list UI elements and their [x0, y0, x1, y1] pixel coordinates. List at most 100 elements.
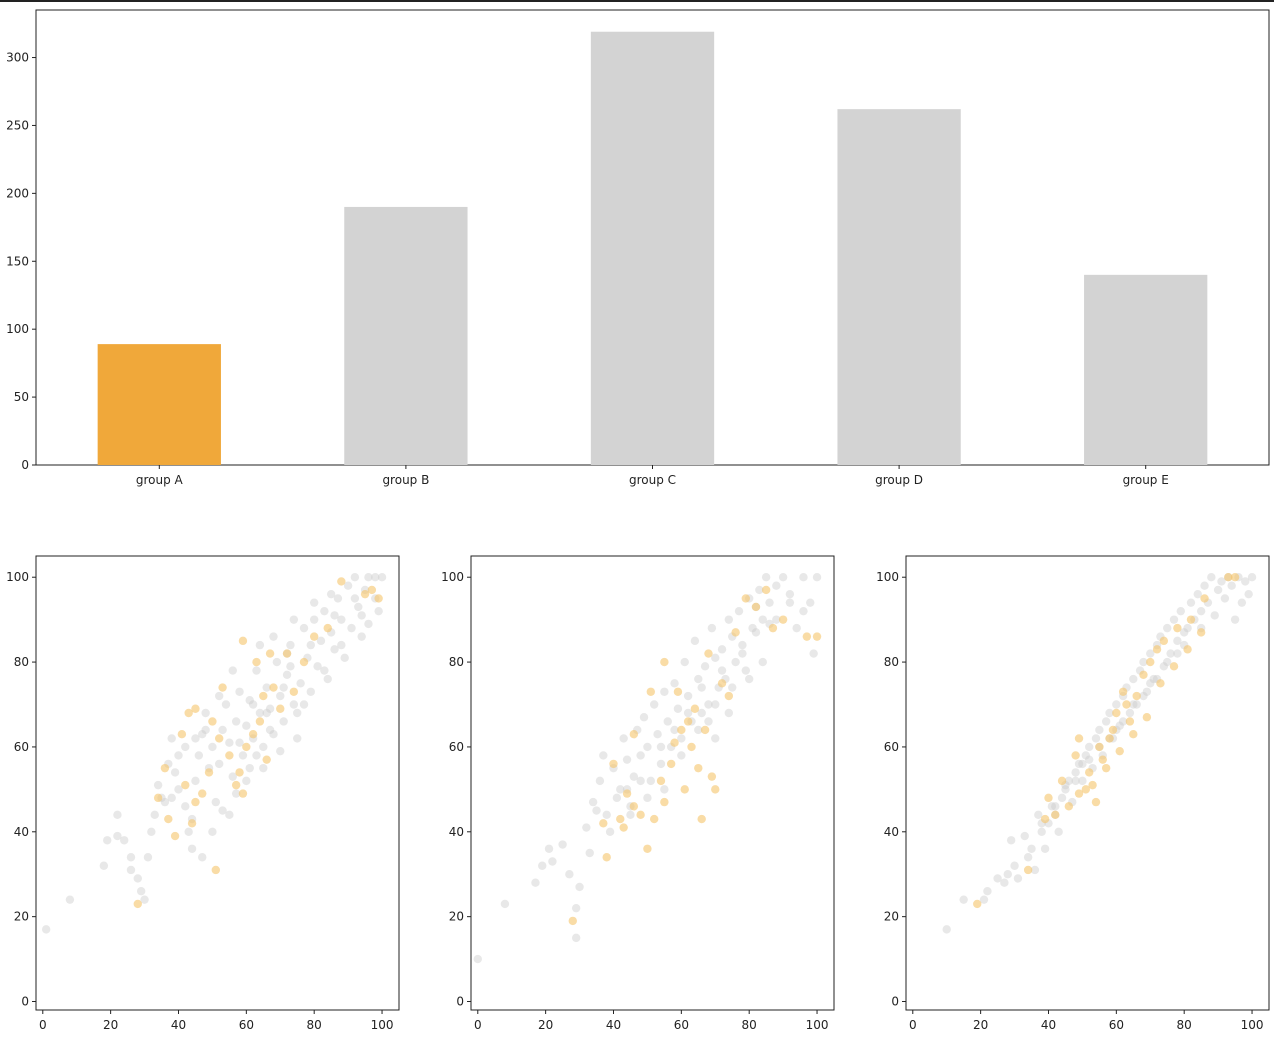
highlight-point: [1139, 670, 1148, 680]
scatter-point: [103, 836, 112, 845]
scatter-point: [228, 666, 237, 675]
highlight-point: [1156, 679, 1165, 688]
scatter-point: [677, 751, 686, 760]
scatter-point: [1179, 628, 1189, 637]
scatter-point: [1047, 802, 1057, 811]
scatter-point: [238, 751, 248, 760]
y-tick-label: 150: [6, 254, 29, 268]
scatter-point: [1220, 594, 1230, 603]
highlight-point: [184, 708, 193, 718]
x-tick-label: 80: [742, 1018, 757, 1032]
scatter-point: [198, 730, 207, 739]
scatter-point: [276, 691, 285, 701]
scatter-point: [191, 776, 200, 786]
scatter-point: [1078, 776, 1087, 786]
scatter-point: [592, 806, 601, 815]
highlight-point: [629, 802, 639, 811]
scatter-point: [646, 776, 656, 786]
scatter-point: [218, 725, 227, 735]
scatter-plot-3: 0 20 40 60 80 100 0 20 40 60 80 100: [876, 555, 1270, 1032]
scatter-point: [565, 870, 574, 879]
scatter-point: [677, 734, 686, 743]
highlight-point: [204, 768, 214, 777]
highlight-point: [666, 759, 676, 769]
x-tick-label: 60: [239, 1018, 254, 1032]
scatter-point: [1163, 623, 1172, 633]
scatter-point: [167, 734, 176, 743]
scatter-point: [959, 895, 968, 904]
highlight-point: [609, 759, 618, 769]
scatter-point: [153, 780, 163, 790]
scatter-point: [748, 623, 757, 633]
x-tick-label: group C: [629, 473, 676, 487]
bar-group-B: [344, 206, 468, 465]
highlight-point: [282, 649, 292, 658]
scatter-point: [333, 594, 343, 603]
scatter-point: [993, 874, 1002, 883]
y-tick-label: 0: [21, 995, 29, 1009]
y-tick-label: 80: [449, 655, 464, 669]
scatter-point: [235, 687, 244, 696]
scatter-point: [531, 878, 540, 887]
scatter-point: [683, 691, 693, 701]
y-tick-label: 80: [14, 655, 29, 669]
scatter-point: [218, 806, 227, 815]
scatter-point: [320, 606, 329, 616]
highlight-point: [191, 704, 200, 713]
highlight-point: [1051, 810, 1060, 820]
x-tick-label: 0: [474, 1018, 482, 1032]
highlight-point: [636, 810, 645, 820]
scatter-point: [113, 810, 122, 820]
scatter-point: [248, 700, 258, 709]
scatter-point: [979, 895, 989, 904]
scatter-point: [649, 700, 659, 709]
scatter-point: [680, 657, 689, 667]
highlight-point: [761, 585, 771, 595]
highlight-point: [1224, 573, 1233, 582]
highlight-point: [1088, 780, 1097, 790]
scatter-point: [761, 573, 771, 582]
scatter-point: [1027, 844, 1036, 853]
scatter-point: [1132, 700, 1141, 709]
highlight-point: [1173, 623, 1182, 633]
scatter-point: [293, 734, 302, 743]
highlight-point: [198, 789, 207, 798]
highlight-point: [231, 780, 241, 790]
scatter-point: [1159, 662, 1169, 671]
scatter-point: [1061, 785, 1070, 794]
scatter-point: [755, 585, 764, 595]
scatter-point: [1115, 721, 1124, 730]
scatter-point: [272, 657, 282, 667]
scatter-point: [1084, 742, 1094, 752]
scatter-point: [337, 615, 346, 624]
scatter-point: [364, 573, 373, 582]
scatter-point: [269, 632, 278, 641]
highlight-point: [1186, 615, 1196, 624]
scatter-point: [500, 899, 510, 909]
scatter-point: [660, 785, 669, 794]
scatter-point: [1125, 708, 1135, 718]
highlight-point: [711, 785, 720, 794]
highlight-point: [252, 657, 261, 667]
highlight-point: [643, 844, 652, 853]
scatter-point: [653, 730, 662, 739]
scatter-point: [160, 797, 170, 807]
highlight-point: [235, 768, 244, 777]
highlight-point: [1101, 763, 1111, 773]
scatter-point: [286, 662, 295, 671]
scatter-point: [711, 653, 720, 663]
scatter-point: [1244, 589, 1253, 599]
scatter-point: [717, 666, 727, 675]
scatter-point: [252, 751, 261, 760]
highlight-point: [619, 823, 628, 832]
scatter-point: [1095, 725, 1104, 735]
scatter-point: [1071, 776, 1080, 786]
highlight-point: [1196, 628, 1206, 637]
scatter-point: [731, 657, 740, 667]
scatter-point: [299, 700, 309, 709]
highlight-point: [309, 632, 319, 641]
scatter-point: [765, 598, 774, 607]
scatter-point: [1146, 679, 1155, 688]
scatter-point: [785, 589, 795, 599]
